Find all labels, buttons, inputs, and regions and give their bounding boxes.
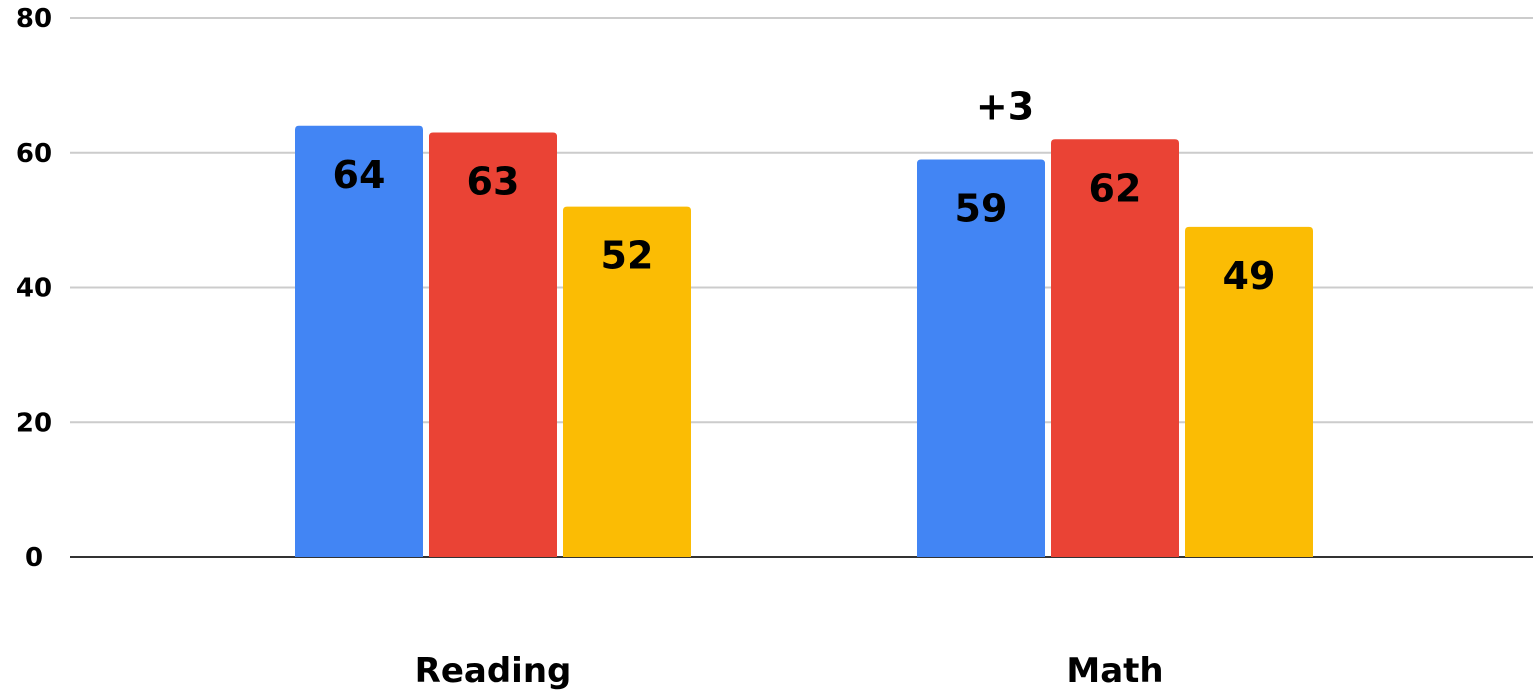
data-labels: 64 63 52 59 62 49 <box>333 153 1276 298</box>
annotation-label: +3 <box>976 84 1034 128</box>
bar-math-1 <box>1051 139 1179 557</box>
y-tick-label: 40 <box>16 274 52 304</box>
gridlines <box>70 17 1533 558</box>
bar-reading-0 <box>295 125 423 558</box>
x-tick-label: Reading <box>415 651 572 691</box>
data-label: 64 <box>333 153 386 197</box>
data-label: 62 <box>1089 166 1142 210</box>
bar-reading-2 <box>563 206 691 557</box>
data-label: 49 <box>1223 254 1276 298</box>
bars <box>295 125 1313 558</box>
annotations: +3 <box>976 84 1034 128</box>
y-axis-ticks: 0 20 40 60 80 <box>16 4 52 573</box>
bar-math-0 <box>917 159 1045 558</box>
data-label: 63 <box>467 160 520 204</box>
x-tick-label: Math <box>1066 651 1163 691</box>
y-tick-label: 0 <box>25 543 43 573</box>
y-tick-label: 60 <box>16 139 52 169</box>
data-label: 52 <box>601 234 654 278</box>
y-tick-label: 20 <box>16 408 52 438</box>
data-label: 59 <box>955 186 1008 230</box>
x-axis-ticks: Reading Math <box>415 651 1164 691</box>
y-tick-label: 80 <box>16 4 52 34</box>
bar-reading-1 <box>429 132 557 557</box>
bar-math-2 <box>1185 226 1313 558</box>
